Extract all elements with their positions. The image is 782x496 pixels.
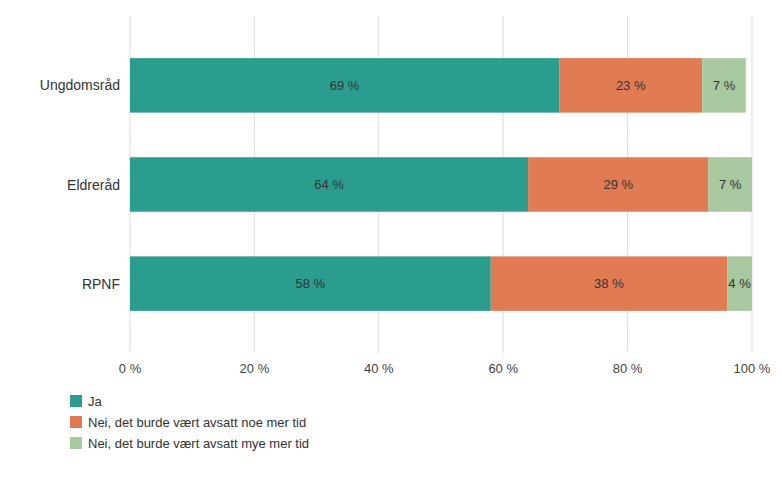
bar-segment xyxy=(727,256,752,311)
data-label: 23 % xyxy=(616,78,646,93)
category-label: RPNF xyxy=(82,276,120,292)
data-label: 58 % xyxy=(296,276,326,291)
bar-segment xyxy=(130,58,559,113)
legend-swatch xyxy=(70,416,82,428)
x-tick-label: 60 % xyxy=(488,361,518,376)
legend-swatch xyxy=(70,395,82,407)
grid xyxy=(130,16,752,353)
data-label: 29 % xyxy=(603,177,633,192)
legend-label: Nei, det burde vært avsatt mye mer tid xyxy=(88,436,309,451)
x-tick-label: 40 % xyxy=(364,361,394,376)
x-tick-label: 80 % xyxy=(613,361,643,376)
x-axis: 0 % 20 % 40 % 60 % 80 % 100 % xyxy=(119,361,771,376)
x-tick-label: 100 % xyxy=(734,361,771,376)
data-label: 64 % xyxy=(314,177,344,192)
data-labels: 69 % 64 % 58 % 23 % 29 % 38 % 7 % 7 % 4 % xyxy=(296,78,752,291)
bar-segment xyxy=(528,157,708,212)
bar-segment xyxy=(130,256,491,311)
x-tick-label: 20 % xyxy=(240,361,270,376)
legend-label: Nei, det burde vært avsatt noe mer tid xyxy=(88,415,306,430)
bar-segment xyxy=(130,157,528,212)
x-tick-label: 0 % xyxy=(119,361,142,376)
chart-svg: 0 % 20 % 40 % 60 % 80 % 100 % Ungdomsråd Eldrer… xyxy=(0,0,782,496)
y-axis: Ungdomsråd Eldreråd RPNF xyxy=(40,77,120,291)
bar-segment xyxy=(491,256,727,311)
bar-segment xyxy=(559,58,702,113)
data-label: 4 % xyxy=(728,276,751,291)
data-label: 7 % xyxy=(713,78,736,93)
legend-swatch xyxy=(70,437,82,449)
bar-segment xyxy=(702,58,746,113)
legend: Ja Nei, det burde vært avsatt noe mer tid… xyxy=(70,394,309,451)
chart-container: 0 % 20 % 40 % 60 % 80 % 100 % Ungdomsråd Eldrer… xyxy=(0,0,782,496)
legend-label: Ja xyxy=(88,394,103,409)
data-label: 38 % xyxy=(594,276,624,291)
data-label: 7 % xyxy=(719,177,742,192)
category-label: Eldreråd xyxy=(67,177,120,193)
category-label: Ungdomsråd xyxy=(40,77,120,93)
bar-segment xyxy=(708,157,752,212)
bars xyxy=(130,58,752,311)
data-label: 69 % xyxy=(330,78,360,93)
